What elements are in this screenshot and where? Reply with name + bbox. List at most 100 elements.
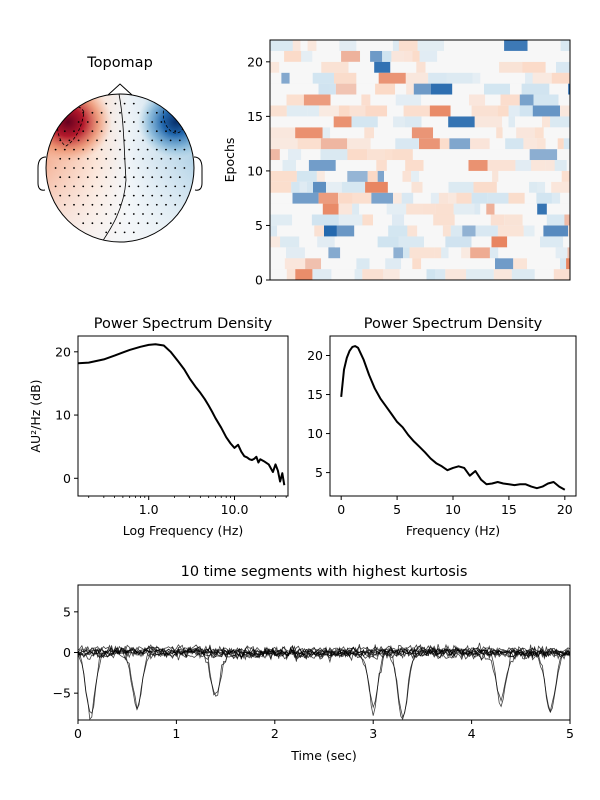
epoch-cell bbox=[532, 72, 552, 84]
epoch-cell bbox=[270, 83, 295, 95]
epoch-cell bbox=[311, 116, 322, 128]
epoch-cell bbox=[296, 116, 312, 128]
psd-linear-x-tick-3-label: 15 bbox=[501, 502, 517, 517]
sensor-dot bbox=[137, 130, 140, 133]
sensor-dot bbox=[109, 148, 112, 151]
epoch-cell bbox=[270, 138, 298, 150]
sensor-dot bbox=[86, 194, 89, 197]
epoch-cell bbox=[299, 236, 318, 248]
epochs-y-tick-20-label: 20 bbox=[247, 54, 263, 69]
epoch-cell bbox=[362, 214, 373, 226]
epoch-cell bbox=[405, 160, 424, 171]
sensor-dot bbox=[169, 139, 172, 142]
sensor-dot bbox=[77, 121, 80, 123]
epoch-cell bbox=[412, 149, 435, 161]
sensor-dot bbox=[86, 157, 89, 160]
sensor-dot bbox=[132, 231, 135, 234]
epoch-cell bbox=[338, 214, 363, 226]
epoch-cell bbox=[533, 94, 559, 106]
epoch-cell bbox=[403, 50, 413, 62]
sensor-dot bbox=[183, 148, 186, 151]
epoch-cell bbox=[489, 247, 499, 259]
epoch-cell bbox=[463, 50, 487, 62]
epoch-cell bbox=[508, 105, 520, 117]
sensor-dot bbox=[119, 130, 121, 133]
epoch-cell bbox=[398, 40, 418, 51]
psd-log-y-tick-0-label: 0 bbox=[63, 471, 71, 486]
sensor-dot bbox=[68, 176, 71, 179]
sensor-dot bbox=[137, 167, 140, 169]
psd-log-y-tick-2-label: 20 bbox=[55, 344, 71, 359]
sensor-dot bbox=[165, 167, 167, 169]
epoch-cell bbox=[270, 127, 296, 139]
epoch-cell bbox=[422, 203, 436, 215]
epoch-cell bbox=[406, 203, 423, 215]
epoch-cell bbox=[487, 160, 516, 171]
sensor-dot bbox=[86, 213, 89, 215]
sensor-dot bbox=[123, 157, 126, 160]
sensor-dot bbox=[109, 222, 112, 225]
psd-log-panel: Power Spectrum Density 1.0 10.0 0 10 20 Log … bbox=[28, 316, 289, 538]
sensor-dot bbox=[77, 213, 80, 215]
sensor-dot bbox=[109, 185, 112, 188]
sensor-dot bbox=[155, 222, 158, 225]
epoch-cell bbox=[537, 203, 547, 215]
sensor-dot bbox=[160, 157, 163, 160]
epoch-cell bbox=[549, 83, 569, 95]
epoch-cell bbox=[564, 214, 570, 226]
epoch-cell bbox=[454, 94, 469, 106]
epoch-cell bbox=[321, 258, 337, 270]
epoch-cell bbox=[389, 127, 412, 139]
sensor-dot bbox=[54, 167, 57, 169]
epoch-cell bbox=[297, 138, 321, 150]
epoch-cell bbox=[328, 247, 341, 259]
epoch-cell bbox=[524, 192, 537, 204]
psd-log-y-tick-1-label: 10 bbox=[55, 408, 71, 423]
epoch-cell bbox=[367, 149, 386, 161]
sensor-dot bbox=[132, 157, 135, 160]
epoch-cell bbox=[296, 160, 309, 171]
sensor-dot bbox=[114, 213, 117, 215]
epoch-cell bbox=[291, 181, 300, 193]
sensor-dot bbox=[137, 222, 140, 225]
epoch-cell bbox=[308, 160, 336, 171]
sensor-dot bbox=[91, 185, 94, 188]
epoch-cell bbox=[534, 225, 544, 237]
epoch-cell bbox=[556, 61, 570, 73]
sensor-dot bbox=[155, 130, 158, 133]
epoch-cell bbox=[377, 236, 399, 248]
epoch-cell bbox=[446, 72, 473, 84]
epoch-cell bbox=[370, 94, 379, 106]
epoch-cell bbox=[438, 192, 449, 204]
epoch-cell bbox=[504, 247, 521, 259]
epoch-cell bbox=[470, 61, 491, 73]
epoch-cell bbox=[554, 160, 567, 171]
sensor-dot bbox=[105, 139, 108, 142]
epoch-cell bbox=[279, 61, 286, 73]
epoch-cell bbox=[496, 127, 503, 139]
sensor-dot bbox=[174, 203, 177, 206]
sensor-dot bbox=[100, 111, 103, 114]
epoch-cell bbox=[545, 61, 556, 73]
epoch-cell bbox=[499, 72, 525, 84]
epoch-cell bbox=[565, 127, 570, 139]
epoch-cell bbox=[395, 94, 422, 106]
epoch-cell bbox=[402, 170, 412, 182]
epoch-cell bbox=[379, 94, 396, 106]
sensor-dot bbox=[54, 148, 57, 151]
epoch-cell bbox=[413, 214, 434, 226]
sensor-dot bbox=[160, 176, 163, 179]
epoch-cell bbox=[270, 72, 282, 84]
epoch-cell bbox=[563, 236, 570, 248]
epoch-cell bbox=[356, 258, 370, 270]
epoch-cell bbox=[444, 40, 461, 51]
epoch-cell bbox=[362, 269, 384, 280]
psd-log-title: Power Spectrum Density bbox=[94, 316, 273, 332]
epoch-cell bbox=[474, 116, 503, 128]
sensor-dot bbox=[146, 111, 149, 114]
epoch-cell bbox=[413, 83, 431, 95]
epoch-cell bbox=[382, 247, 394, 259]
sensor-dot bbox=[114, 157, 117, 160]
epoch-cell bbox=[465, 127, 487, 139]
epoch-cell bbox=[340, 247, 362, 259]
